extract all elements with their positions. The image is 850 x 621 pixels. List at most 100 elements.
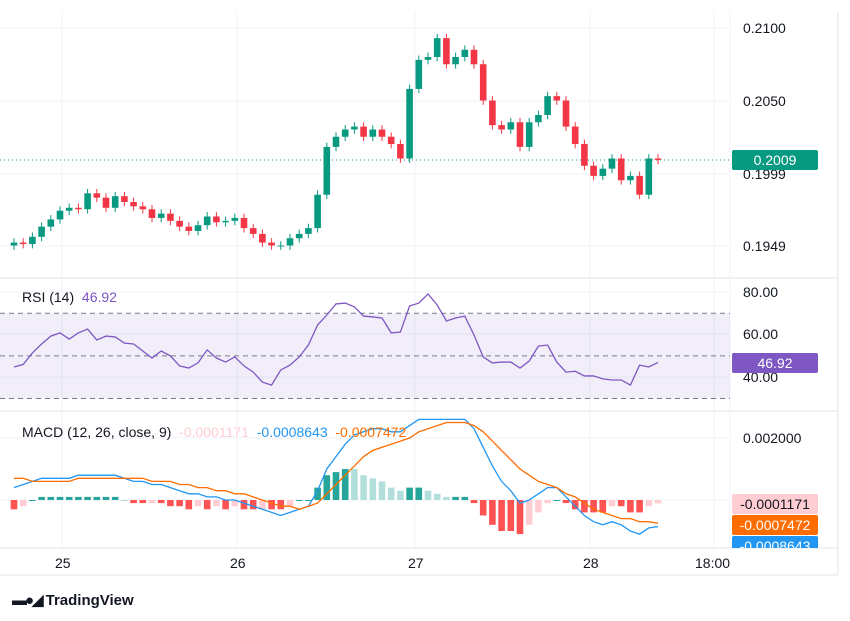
macd-value-labels: -0.0001171 -0.0007472 -0.0008643: [732, 494, 818, 548]
candle: [507, 122, 515, 130]
candle: [544, 96, 551, 115]
candle: [397, 144, 404, 159]
macd-histogram-bar: [47, 496, 55, 500]
candle: [516, 122, 524, 147]
macd-histogram-bar: [139, 500, 147, 504]
macd-histogram-bar: [433, 493, 441, 500]
macd-histogram-bar: [525, 500, 533, 525]
macd-histogram-bar: [341, 469, 349, 500]
macd-histogram-bar: [194, 500, 202, 507]
macd-histogram-bar: [424, 490, 432, 500]
macd-histogram-bar: [461, 496, 469, 500]
macd-histogram-bar: [19, 500, 27, 507]
macd-histogram-bar: [286, 500, 294, 507]
candle: [213, 216, 220, 223]
macd-histogram-bar: [498, 500, 505, 531]
macd-histogram-bar: [544, 500, 551, 504]
macd-histogram-bar: [65, 496, 73, 500]
candle: [176, 220, 183, 227]
macd-histogram-bar: [305, 500, 312, 501]
candle: [19, 242, 27, 245]
current-price-label: 0.2009: [732, 150, 818, 170]
macd-line: [13, 418, 659, 535]
macd-histogram-bar: [378, 481, 386, 500]
candle: [341, 129, 349, 137]
price-tick: 0.1999: [743, 166, 786, 182]
macd-histogram-bar: [102, 496, 110, 500]
macd-histogram-bar: [645, 500, 653, 507]
macd-histogram-bar: [406, 487, 413, 500]
candle: [627, 175, 634, 181]
candle: [148, 209, 156, 218]
rsi-tick: 60.00: [743, 326, 779, 342]
macd-histogram-bar: [240, 500, 248, 510]
macd-histogram-bar: [617, 500, 625, 507]
macd-histogram-bar: [111, 496, 119, 500]
macd-histogram-bar: [185, 500, 193, 510]
candle: [194, 225, 202, 231]
candle: [231, 217, 239, 221]
macd-histogram-bar: [553, 500, 561, 501]
candle: [102, 197, 110, 208]
macd-histogram-bar: [268, 500, 275, 510]
macd-histogram-bar: [590, 500, 597, 513]
macd-histogram-bar: [654, 500, 662, 504]
candle: [470, 49, 478, 65]
macd-histogram-bar: [277, 500, 285, 510]
candle: [360, 126, 367, 137]
candle: [295, 233, 303, 239]
macd-histogram-bar: [608, 500, 616, 507]
macd-histogram-bar: [75, 496, 82, 500]
macd-histogram-bar: [581, 500, 588, 513]
macd-histogram-bar: [249, 500, 257, 510]
macd-histogram-bar: [470, 500, 478, 504]
candle: [203, 216, 211, 226]
candle: [314, 194, 321, 229]
candle: [10, 242, 18, 246]
time-tick: 25: [55, 555, 71, 571]
candle: [406, 88, 413, 159]
candle: [387, 136, 395, 144]
candle: [56, 210, 64, 220]
candle: [130, 202, 137, 207]
macd-histogram-bar: [452, 496, 459, 500]
rsi-value-label: 46.92: [732, 353, 818, 373]
candle: [571, 126, 579, 144]
macd-histogram-bar: [121, 500, 128, 501]
candle: [332, 136, 340, 147]
macd-line-label: -0.0008643: [732, 536, 818, 548]
macd-histogram-bar: [636, 500, 643, 513]
tradingview-logo[interactable]: ▬●◢ TradingView: [12, 591, 134, 610]
macd-histogram-bar: [314, 487, 321, 500]
candle: [93, 193, 101, 198]
macd-histogram-bar: [38, 496, 45, 500]
candle: [29, 236, 36, 245]
candle: [636, 175, 643, 195]
candle: [599, 168, 607, 176]
macd-histogram-bar: [231, 500, 239, 507]
candle: [479, 64, 487, 101]
candle: [65, 207, 73, 211]
macd-signal-line: [14, 421, 659, 524]
rsi-tick: 40.00: [743, 369, 779, 385]
macd-histogram-bar: [29, 500, 36, 501]
macd-histogram-bar: [176, 500, 183, 507]
macd-histogram-bar: [360, 475, 367, 500]
macd-signal-value: -0.0007472: [335, 424, 407, 440]
macd-histogram-bar: [130, 500, 137, 504]
candle: [369, 129, 377, 137]
macd-histogram-bar: [507, 500, 515, 531]
macd-histogram-bar: [213, 500, 220, 507]
macd-histogram-bar: [259, 500, 266, 510]
candle: [351, 126, 358, 130]
candle: [581, 144, 588, 166]
macd-hist-value: -0.0001171: [179, 424, 249, 440]
candle: [47, 219, 55, 227]
macd-histogram-bar: [203, 500, 211, 510]
macd-histogram-bar: [369, 478, 377, 500]
macd-histogram-bar: [443, 496, 450, 500]
macd-histogram-bar: [332, 472, 340, 500]
candle: [240, 217, 248, 229]
